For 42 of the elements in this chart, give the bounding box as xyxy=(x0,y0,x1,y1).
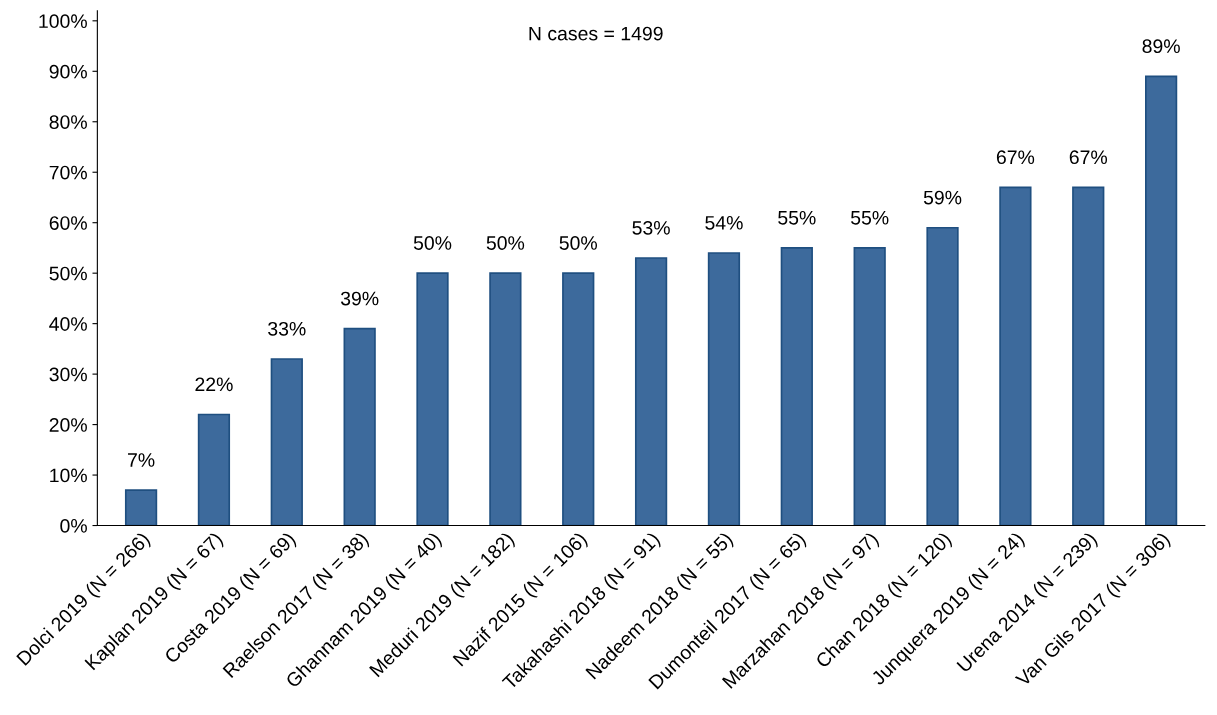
data-label: 89% xyxy=(1142,39,1180,54)
bar xyxy=(926,226,959,526)
bar xyxy=(780,247,813,526)
bar xyxy=(197,413,231,526)
y-tick-label: 60% xyxy=(49,216,87,230)
bar xyxy=(343,327,376,526)
data-label: 59% xyxy=(923,190,962,205)
bar xyxy=(416,272,449,526)
data-label: 55% xyxy=(850,210,889,225)
data-label: 39% xyxy=(340,291,379,306)
bar xyxy=(1144,75,1178,526)
y-tick-label: 30% xyxy=(49,367,87,382)
y-tick-label: 20% xyxy=(49,418,87,432)
y-tick-label: 50% xyxy=(49,266,87,281)
data-label: 55% xyxy=(778,210,816,225)
y-tick-label: 80% xyxy=(49,115,87,129)
bar xyxy=(489,272,522,526)
bar xyxy=(634,257,668,526)
data-label: 7% xyxy=(128,453,155,467)
data-label: 50% xyxy=(413,236,452,250)
bar xyxy=(1072,186,1105,526)
bar xyxy=(124,489,158,526)
annotation: N cases = 1499 xyxy=(529,26,663,41)
y-tick-label: 70% xyxy=(49,165,87,180)
data-label: 67% xyxy=(996,150,1035,165)
bar xyxy=(999,186,1032,526)
y-tick-label: 40% xyxy=(49,317,87,331)
bar xyxy=(853,247,886,526)
bar xyxy=(270,358,303,526)
data-label: 50% xyxy=(559,236,597,250)
data-label: 67% xyxy=(1069,150,1108,165)
bar xyxy=(707,252,741,526)
data-label: 33% xyxy=(268,321,306,336)
bar xyxy=(562,272,595,526)
data-label: 50% xyxy=(486,236,525,250)
y-tick-label: 100% xyxy=(39,14,87,29)
y-tick-label: 90% xyxy=(49,64,87,79)
y-tick-label: 10% xyxy=(50,468,87,483)
data-label: 22% xyxy=(195,377,233,392)
data-label: 53% xyxy=(632,220,670,235)
data-label: 54% xyxy=(705,216,743,230)
y-tick-label: 0% xyxy=(60,518,87,533)
